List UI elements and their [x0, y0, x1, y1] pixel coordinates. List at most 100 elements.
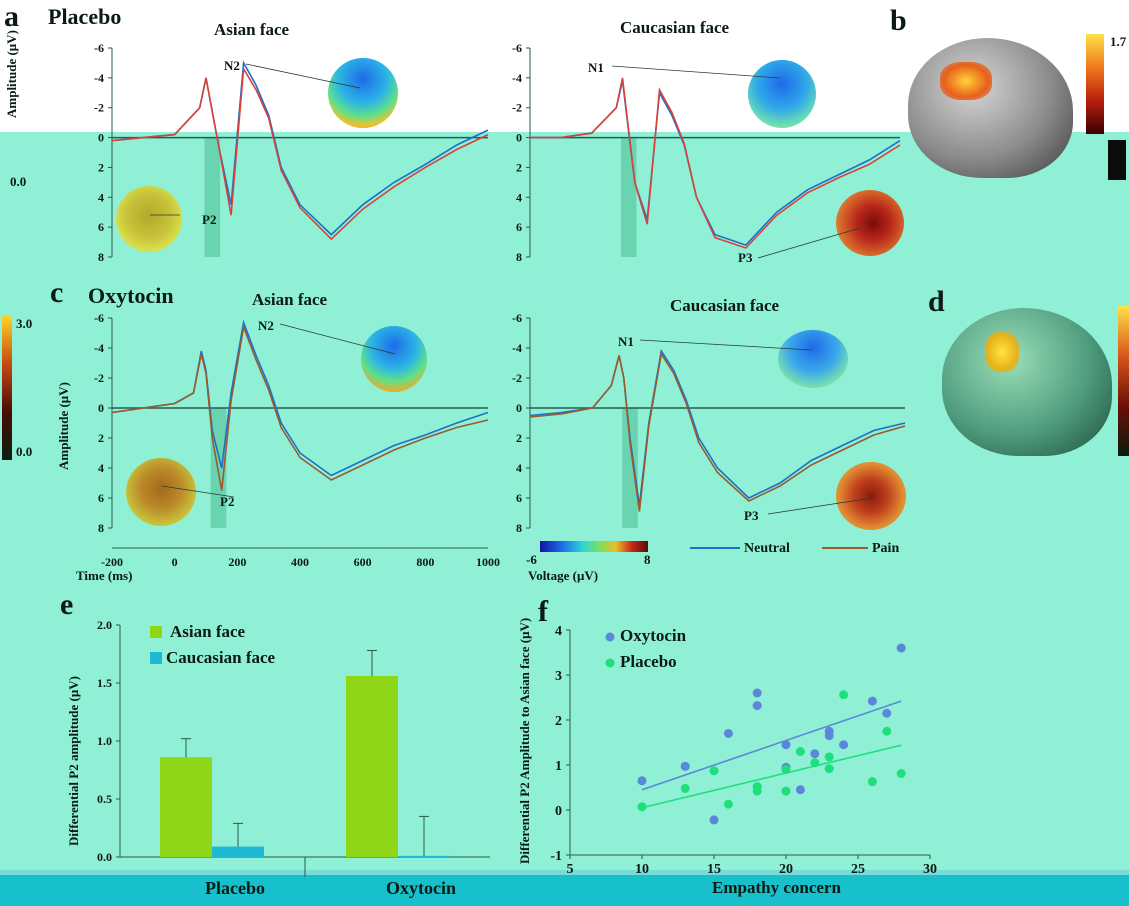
e-ytick-label: 2.0	[97, 618, 112, 632]
f-point-oxytocin	[824, 731, 834, 741]
a-caucasian-ytick-label: 6	[516, 220, 522, 234]
f-ytick-label: 4	[555, 624, 562, 639]
f-point-oxytocin	[896, 643, 906, 653]
a-caucasian-p2-window	[620, 137, 637, 257]
brain-sagittal-image-d	[942, 308, 1112, 456]
f-point-placebo	[680, 783, 690, 793]
e-legend-asian-swatch	[150, 626, 162, 638]
f-xtick-label: 10	[635, 862, 649, 877]
c-caucasian-title: Caucasian face	[670, 296, 780, 315]
label-n1-c: N1	[618, 334, 634, 349]
f-legend-placebo: Placebo	[620, 652, 677, 671]
a-asian-ytick-label: 0	[98, 131, 104, 145]
f-xtick-label: 25	[851, 862, 865, 877]
c-asian-xtick-label: 0	[172, 555, 178, 569]
topomap-a-asian-p2	[116, 186, 182, 252]
a-asian-ytick-label: -2	[94, 101, 104, 115]
c-asian-neutral-line	[111, 319, 489, 477]
f-point-oxytocin	[709, 815, 719, 825]
c-asian-title: Asian face	[252, 290, 328, 309]
a-caucasian-ytick-label: 0	[516, 131, 522, 145]
c-caucasian-pain-line	[529, 351, 906, 512]
c-caucasian-ytick-label: -6	[512, 311, 522, 325]
f-point-placebo	[795, 747, 805, 756]
bottom-band	[0, 875, 1129, 906]
c-asian-xtick-label: -200	[101, 555, 123, 569]
f-point-oxytocin	[723, 729, 733, 738]
a-caucasian-ytick-label: -4	[512, 71, 522, 85]
e-ytick-label: 0.5	[97, 792, 112, 806]
brain-activation-d	[985, 332, 1019, 372]
f-ytick-label: -1	[550, 849, 562, 864]
a-asian-ytick-label: 2	[98, 160, 104, 174]
colorbar-d-max: 3.0	[16, 316, 33, 331]
e-ytick-label: 1.0	[97, 734, 112, 748]
bottom-stripe	[0, 870, 1129, 878]
panel-letter-e: e	[60, 588, 74, 621]
f-point-oxytocin	[867, 696, 877, 706]
label-p2-c: P2	[220, 494, 235, 509]
a-caucasian-ytick-label: 8	[516, 250, 522, 264]
voltage-max: 8	[644, 552, 651, 567]
panel-letter-d: d	[928, 285, 945, 318]
topomap-a-caucasian-p3	[836, 190, 904, 256]
f-point-placebo	[810, 758, 820, 768]
topomap-a-asian-n2	[328, 58, 398, 128]
f-point-placebo	[723, 799, 733, 809]
a-caucasian-neutral-line	[530, 80, 901, 247]
f-point-oxytocin	[882, 708, 892, 718]
f-point-placebo	[709, 766, 719, 776]
f-xlabel: Empathy concern	[712, 878, 841, 897]
c-asian-ytick-label: 4	[98, 461, 104, 475]
voltage-label: Voltage (μV)	[528, 568, 599, 583]
a-caucasian-ytick-label: -6	[512, 41, 522, 55]
panel-letter-f: f	[538, 595, 548, 628]
component-connector-7	[767, 497, 873, 515]
e-bar	[160, 757, 212, 857]
f-point-placebo	[896, 769, 906, 779]
f-point-oxytocin	[752, 701, 762, 711]
colorbar-d-left	[2, 315, 12, 460]
c-asian-xtick-label: 400	[291, 555, 309, 569]
f-xtick-label: 20	[779, 862, 793, 877]
f-point-oxytocin	[839, 740, 849, 750]
panel-letter-b: b	[890, 4, 907, 37]
colorbar-d	[1118, 306, 1129, 456]
f-legend-oxytocin: Oxytocin	[620, 626, 687, 645]
component-connector-6	[161, 485, 235, 498]
f-ytick-label: 1	[555, 759, 562, 774]
f-ylabel: Differential P2 Amplitude to Asian face …	[517, 617, 532, 864]
condition-oxytocin-label: Oxytocin	[88, 283, 174, 308]
c-caucasian-ytick-label: 0	[516, 401, 522, 415]
colorbar-b-lower	[1108, 140, 1126, 180]
f-xtick-label: 15	[707, 862, 721, 877]
a-caucasian-ytick-label: -2	[512, 101, 522, 115]
c-asian-ytick-label: -2	[94, 371, 104, 385]
f-point-placebo	[637, 802, 647, 812]
c-asian-ytick-label: -6	[94, 311, 104, 325]
c-asian-ytick-label: 2	[98, 431, 104, 445]
a-asian-ytick-label: 4	[98, 190, 104, 204]
brain-sagittal-image-b	[908, 38, 1073, 178]
panel-letter-c: c	[50, 276, 64, 309]
a-ylabel: Amplitude (μV)	[4, 30, 19, 118]
a-asian-p2-window	[204, 137, 221, 257]
f-ytick-label: 2	[555, 714, 562, 729]
a-caucasian-ytick-label: 2	[516, 160, 522, 174]
a-asian-ytick-label: 6	[98, 220, 104, 234]
condition-placebo-label: Placebo	[48, 4, 122, 29]
f-fit-line-placebo	[641, 744, 902, 809]
f-point-oxytocin	[680, 761, 690, 771]
f-point-placebo	[882, 726, 892, 736]
f-xtick-label: 30	[923, 862, 937, 877]
c-asian-ytick-label: -4	[94, 341, 104, 355]
f-xtick-label: 5	[567, 862, 574, 877]
c-asian-xtick-label: 600	[354, 555, 372, 569]
a-caucasian-title: Caucasian face	[620, 18, 730, 37]
f-point-placebo	[839, 690, 849, 700]
colorbar-b	[1086, 34, 1104, 134]
f-ytick-label: 0	[555, 804, 562, 819]
topomap-c-asian-p2	[126, 458, 196, 526]
voltage-min: -6	[526, 552, 537, 567]
